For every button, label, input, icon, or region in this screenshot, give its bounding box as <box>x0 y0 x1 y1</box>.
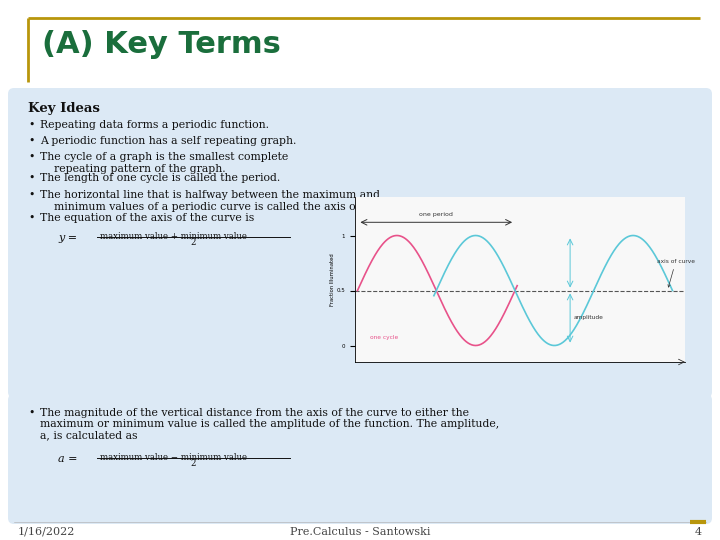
Text: Repeating data forms a periodic function.: Repeating data forms a periodic function… <box>40 120 269 130</box>
Text: one period: one period <box>419 212 453 217</box>
Text: The magnitude of the vertical distance from the axis of the curve to either the: The magnitude of the vertical distance f… <box>40 408 469 418</box>
FancyBboxPatch shape <box>8 394 712 524</box>
Text: a =: a = <box>58 454 78 464</box>
FancyBboxPatch shape <box>8 88 712 398</box>
Text: maximum or minimum value is called the amplitude of the function. The amplitude,: maximum or minimum value is called the a… <box>40 419 499 429</box>
Text: amplitude: amplitude <box>574 315 604 321</box>
Text: The cycle of a graph is the smallest complete
    repeating pattern of the graph: The cycle of a graph is the smallest com… <box>40 152 288 173</box>
Text: The length of one cycle is called the period.: The length of one cycle is called the pe… <box>40 173 280 183</box>
Text: 1/16/2022: 1/16/2022 <box>18 527 76 537</box>
Text: Key Ideas: Key Ideas <box>28 102 100 115</box>
Y-axis label: Fraction Illuminated: Fraction Illuminated <box>330 253 335 306</box>
Text: •: • <box>28 136 35 146</box>
Text: •: • <box>28 213 35 223</box>
Text: •: • <box>28 408 35 418</box>
Text: 2: 2 <box>191 238 197 247</box>
Text: 4: 4 <box>695 527 702 537</box>
Text: •: • <box>28 190 35 200</box>
Text: •: • <box>28 120 35 130</box>
Text: maximum value + minimum value: maximum value + minimum value <box>100 232 247 241</box>
Text: The horizontal line that is halfway between the maximum and
    minimum values o: The horizontal line that is halfway betw… <box>40 190 418 212</box>
Text: a, is calculated as: a, is calculated as <box>40 430 138 440</box>
Text: (A) Key Terms: (A) Key Terms <box>42 30 281 59</box>
Text: •: • <box>28 152 35 162</box>
Text: The equation of the axis of the curve is: The equation of the axis of the curve is <box>40 213 254 223</box>
Text: •: • <box>28 173 35 183</box>
Text: Pre.Calculus - Santowski: Pre.Calculus - Santowski <box>289 527 431 537</box>
Text: y =: y = <box>58 233 77 243</box>
Text: one cycle: one cycle <box>370 335 398 340</box>
Text: A periodic function has a self repeating graph.: A periodic function has a self repeating… <box>40 136 297 146</box>
Text: 2: 2 <box>191 459 197 468</box>
Text: axis of curve: axis of curve <box>657 259 695 287</box>
Text: maximum value − minimum value: maximum value − minimum value <box>100 453 247 462</box>
